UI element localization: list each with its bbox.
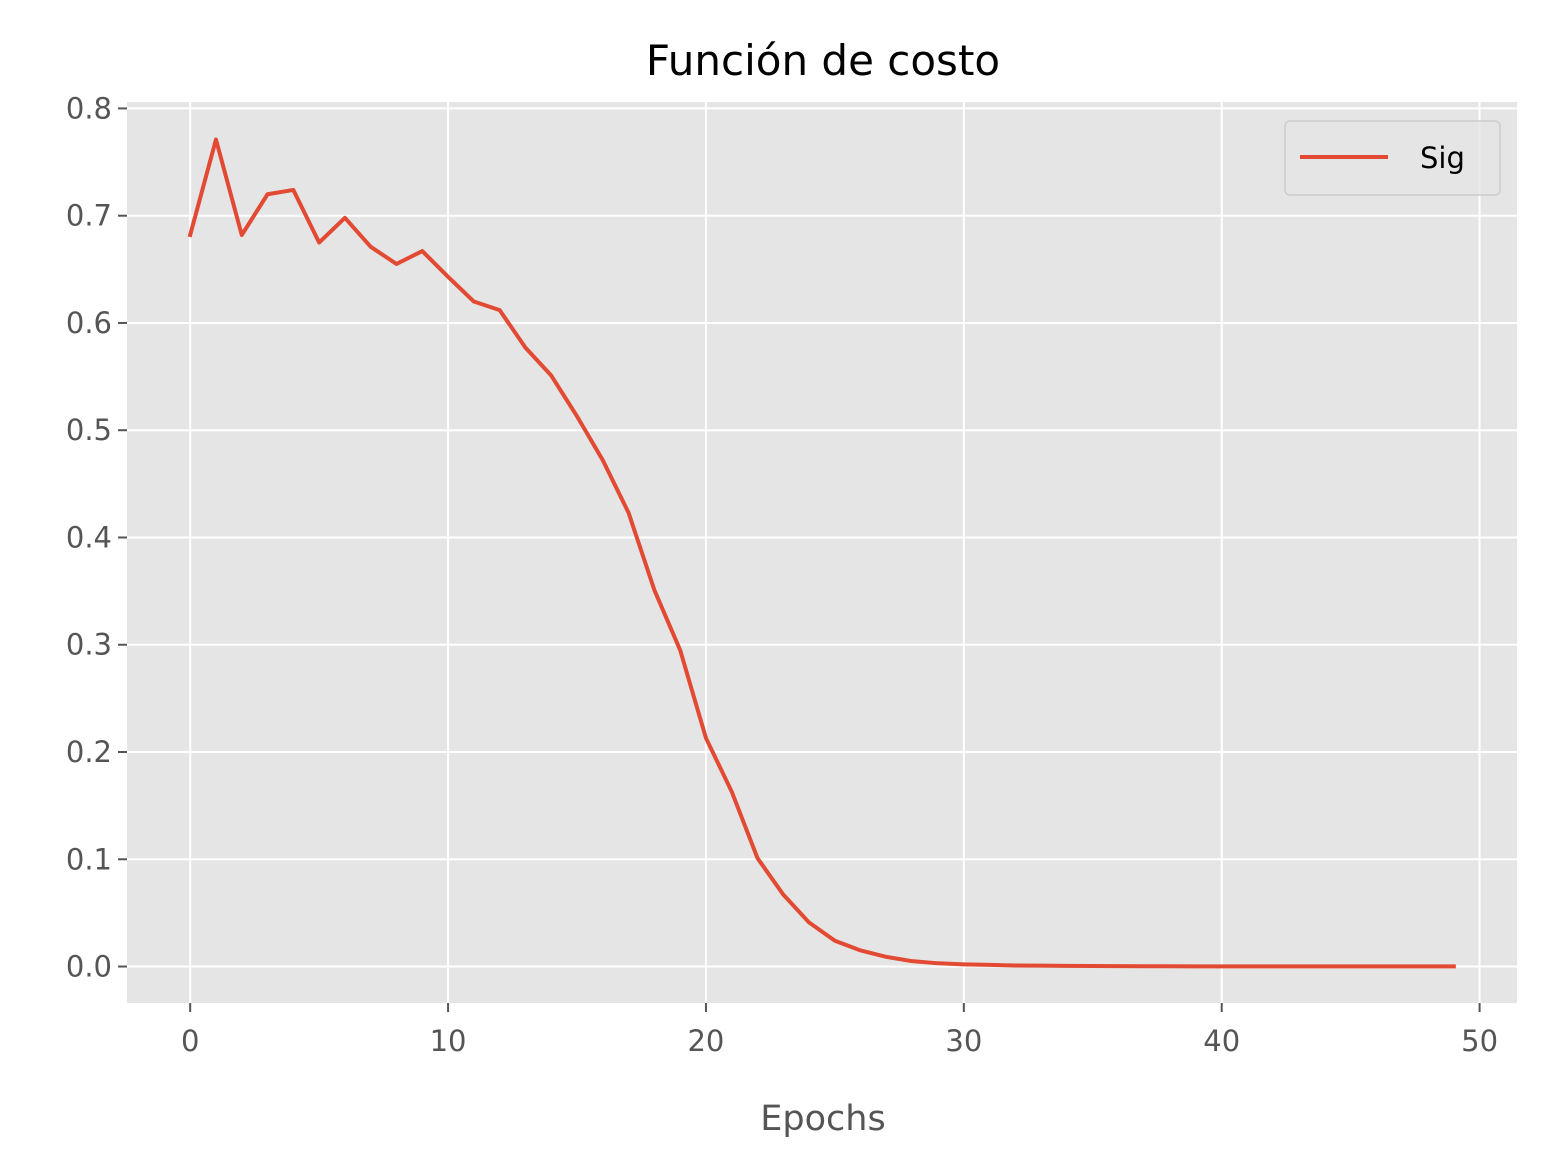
x-tick-label: 0 — [181, 1024, 199, 1058]
y-tick-label: 0.7 — [66, 199, 112, 233]
x-tick-label: 10 — [430, 1024, 467, 1058]
y-tick-label: 0.8 — [66, 91, 112, 125]
y-tick-label: 0.3 — [66, 628, 112, 662]
y-tick-label: 0.5 — [66, 413, 112, 447]
x-tick-label: 50 — [1461, 1024, 1498, 1058]
x-axis: 0 10 20 30 40 50 — [181, 1003, 1498, 1058]
legend-box — [1284, 120, 1501, 196]
y-tick-label: 0.4 — [66, 520, 112, 554]
chart-title: Función de costo — [646, 36, 1000, 85]
y-tick-label: 0.2 — [66, 735, 112, 769]
x-tick-label: 20 — [687, 1024, 724, 1058]
series-layer — [187, 137, 1456, 969]
x-tick-label: 30 — [945, 1024, 982, 1058]
horizontal-grid — [127, 107, 1517, 968]
y-tick-label: 0.1 — [66, 842, 112, 876]
series-line-sig — [187, 137, 1456, 969]
legend-label-sig: Sig — [1420, 141, 1465, 175]
legend: Sig — [1284, 120, 1501, 196]
plot-area — [127, 102, 1517, 1003]
vertical-grid — [189, 102, 1481, 1003]
x-tick-label: 40 — [1203, 1024, 1240, 1058]
y-axis: 0.0 0.1 0.2 0.3 0.4 0.5 0.6 0.7 0.8 — [66, 91, 127, 984]
x-axis-label: Epochs — [760, 1099, 885, 1139]
y-tick-label: 0.0 — [66, 950, 112, 984]
y-tick-label: 0.6 — [66, 306, 112, 340]
